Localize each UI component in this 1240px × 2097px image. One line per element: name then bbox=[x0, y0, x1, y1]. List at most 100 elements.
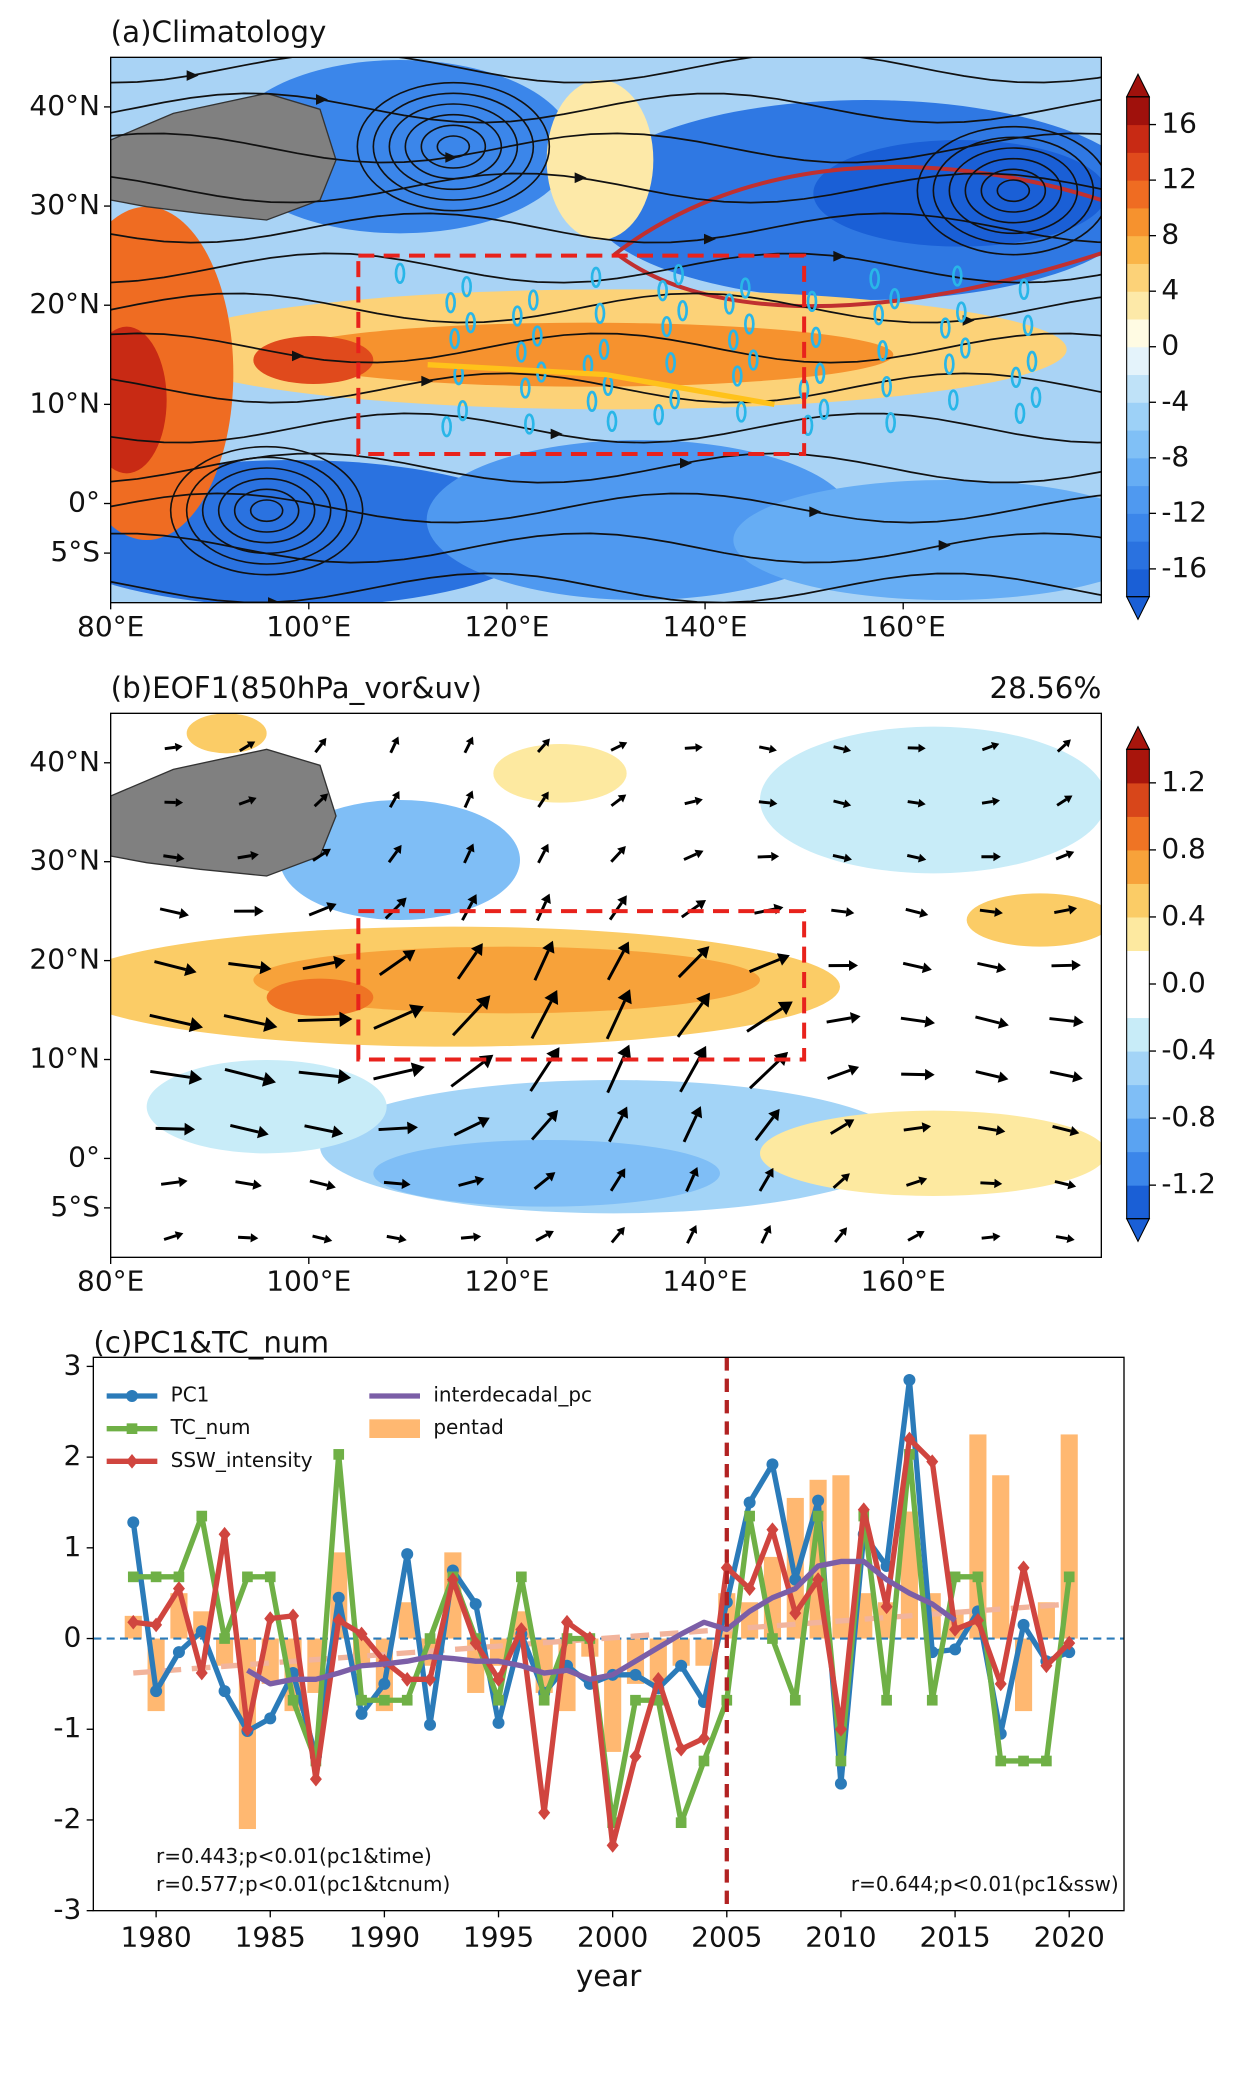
wind-head bbox=[921, 1122, 932, 1133]
annotation: r=0.577;p<0.01(pc1&tcnum) bbox=[156, 1872, 450, 1896]
tc-genesis bbox=[590, 266, 602, 288]
wind-head bbox=[994, 1178, 1003, 1189]
wind-head bbox=[263, 1016, 278, 1032]
wind-vector bbox=[676, 1002, 704, 1038]
vortex-line bbox=[916, 125, 1102, 256]
colorbar-label: -0.8 bbox=[1161, 1100, 1216, 1133]
point bbox=[834, 1721, 847, 1737]
wind-head bbox=[396, 897, 407, 908]
bar bbox=[969, 1434, 987, 1639]
x-tick-label: 140°E bbox=[662, 610, 747, 643]
wind-vector bbox=[684, 746, 696, 750]
point bbox=[995, 1755, 1007, 1767]
colorbar-label: 12 bbox=[1161, 162, 1197, 195]
wind-head bbox=[398, 1234, 407, 1244]
wind-head bbox=[174, 1231, 184, 1240]
bar bbox=[832, 1475, 850, 1639]
y-tick-label: 1 bbox=[64, 1530, 82, 1563]
wind-vector bbox=[160, 1180, 180, 1186]
colorbar-bin bbox=[1126, 1084, 1150, 1119]
bar bbox=[695, 1638, 713, 1666]
tc-genesis bbox=[515, 341, 527, 363]
wind-vector bbox=[977, 1125, 997, 1132]
colorbar-bin bbox=[1126, 541, 1150, 570]
wind-vector bbox=[298, 1070, 339, 1078]
wind-head bbox=[917, 798, 926, 808]
wind-head bbox=[473, 1232, 482, 1242]
vortex-line bbox=[185, 456, 348, 565]
wind-vector bbox=[314, 742, 324, 754]
tc-genesis bbox=[461, 275, 472, 298]
stream-arrow bbox=[938, 540, 951, 551]
tc-genesis bbox=[511, 305, 523, 327]
tc-genesis bbox=[810, 326, 822, 348]
wind-head bbox=[616, 1106, 629, 1119]
wind-head bbox=[175, 798, 184, 807]
wind-head bbox=[843, 744, 852, 754]
colorbar-extend bbox=[1125, 596, 1151, 621]
field-patch bbox=[253, 336, 374, 384]
legend-label: pentad bbox=[433, 1415, 503, 1439]
wind-head bbox=[848, 960, 859, 971]
field-patch bbox=[280, 322, 894, 387]
point bbox=[309, 1771, 322, 1787]
wind-head bbox=[997, 1017, 1009, 1029]
wind-vector bbox=[149, 1013, 191, 1027]
colorbar-bin bbox=[1126, 1118, 1150, 1153]
wind-vector bbox=[748, 1059, 781, 1090]
wind-head bbox=[545, 1172, 556, 1182]
wind-head bbox=[696, 946, 710, 959]
wind-head bbox=[477, 1116, 490, 1129]
point bbox=[744, 1510, 755, 1522]
point bbox=[242, 1571, 253, 1583]
point bbox=[903, 1374, 916, 1387]
wind-head bbox=[695, 743, 703, 752]
wind-vector bbox=[302, 960, 335, 971]
point bbox=[424, 1633, 436, 1644]
wind-head bbox=[259, 960, 272, 975]
wind-head bbox=[763, 1224, 772, 1234]
wind-head bbox=[919, 908, 929, 918]
wind-head bbox=[178, 908, 189, 919]
x-tick-label: 160°E bbox=[861, 610, 946, 643]
colorbar-bin bbox=[1126, 152, 1150, 181]
x-tick-label: 160°E bbox=[861, 1265, 946, 1298]
plot-frame bbox=[92, 1356, 1125, 1912]
tc-genesis bbox=[1022, 314, 1034, 336]
point bbox=[264, 1712, 277, 1725]
wind-head bbox=[474, 1175, 485, 1186]
tc-genesis bbox=[806, 290, 818, 312]
panel-subtitle: 28.56% bbox=[990, 671, 1102, 705]
wind-vector bbox=[239, 743, 250, 752]
tc-genesis bbox=[657, 279, 668, 302]
point bbox=[195, 1665, 208, 1681]
wind-vector bbox=[686, 1231, 695, 1244]
legend-marker bbox=[126, 1423, 138, 1434]
wind-head bbox=[467, 894, 477, 905]
tc-genesis bbox=[445, 291, 456, 314]
x-tick-label: 1995 bbox=[463, 1921, 534, 1954]
tc-genesis bbox=[1030, 386, 1042, 408]
point bbox=[492, 1672, 505, 1687]
wind-head bbox=[541, 738, 550, 747]
colorbar-bin bbox=[1126, 1151, 1150, 1186]
wind-head bbox=[1066, 1234, 1075, 1243]
wind-head bbox=[768, 744, 777, 754]
vortex-line bbox=[249, 499, 284, 523]
wind-head bbox=[545, 1230, 554, 1239]
point bbox=[469, 1598, 482, 1611]
wind-vector bbox=[1056, 743, 1067, 753]
wind-head bbox=[246, 741, 256, 749]
point bbox=[1017, 1618, 1030, 1631]
wind-vector bbox=[308, 905, 329, 917]
wind-head bbox=[918, 743, 926, 753]
wind-head bbox=[695, 900, 706, 910]
point bbox=[219, 1633, 230, 1644]
wind-head bbox=[465, 790, 474, 800]
point bbox=[355, 1707, 368, 1720]
wind-vector bbox=[977, 961, 998, 970]
tc-genesis bbox=[594, 302, 606, 324]
point bbox=[287, 1608, 300, 1624]
wind-head bbox=[694, 796, 703, 806]
wind-vector bbox=[154, 960, 187, 971]
